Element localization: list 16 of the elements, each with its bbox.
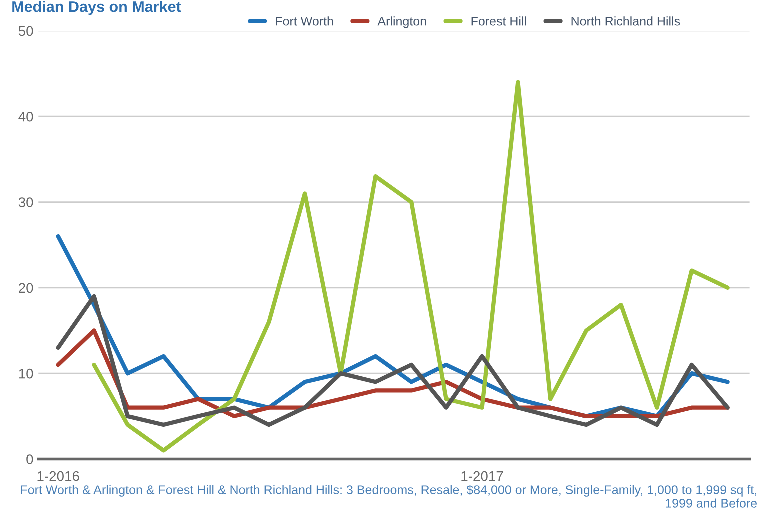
y-tick-label: 50	[18, 26, 34, 36]
y-tick-label: 40	[18, 112, 34, 122]
x-tick-label: 1-2016	[38, 471, 80, 482]
legend-label: North Richland Hills	[572, 16, 680, 26]
line-series	[56, 294, 730, 428]
y-tick-label: 0	[26, 454, 34, 464]
x-tick-label: 1-2017	[462, 471, 504, 482]
legend-label: Arlington	[378, 16, 426, 28]
y-tick-label: 10	[19, 368, 34, 379]
line-series	[92, 80, 730, 453]
text: Fort Worth & Arlington & Forest Hill & North Richland Hills: 3 Bedrooms, Resale, $84,000 or More, Single-Family, 1,000 to 1,999 sq ft, 1999 and Before	[21, 485, 757, 508]
chart-title: Median Days on Market	[12, 1, 182, 16]
legend-label: Fort Worth	[276, 16, 334, 26]
y-tick-label: 30	[18, 198, 34, 208]
legend-label: Forest Hill	[472, 16, 526, 26]
y-tick-label: 20	[19, 283, 34, 294]
